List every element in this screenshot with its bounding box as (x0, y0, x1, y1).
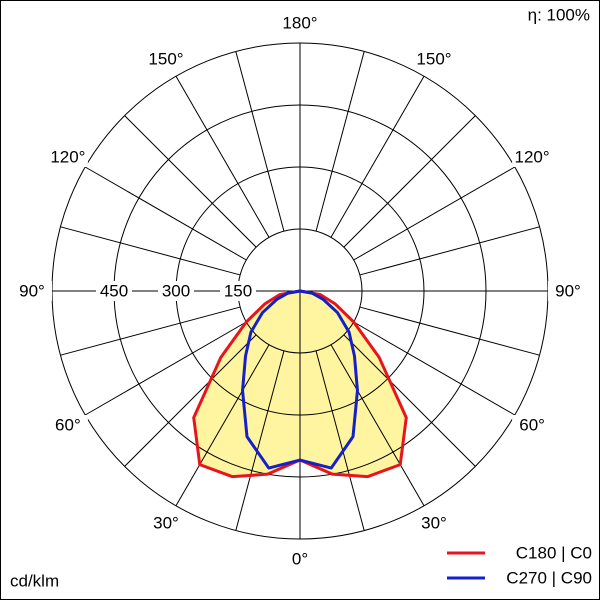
grid-spoke (175, 75, 270, 238)
label-bg (512, 415, 553, 435)
grid-spoke (330, 344, 425, 507)
label-bg (548, 281, 588, 301)
r-tick-label: 300 (162, 281, 190, 300)
label-bg (146, 48, 186, 69)
grid-spoke (124, 334, 257, 467)
angle-tick-label: 150° (416, 49, 451, 68)
angle-tick-label: 120° (515, 147, 550, 166)
grid-spoke (84, 321, 247, 416)
angle-tick-label: 120° (50, 147, 85, 166)
grid-spoke (235, 350, 285, 531)
label-bg (47, 415, 88, 435)
grid-spoke (124, 115, 257, 248)
angle-tick-label: 90° (19, 281, 45, 300)
grid-spoke (353, 321, 516, 416)
grid-spoke (315, 51, 365, 232)
r-tick-label: 450 (100, 281, 128, 300)
angle-tick-label: 180° (282, 13, 317, 32)
label-bg (414, 48, 454, 69)
angle-tick-label: 150° (148, 49, 183, 68)
legend-label: C180 | C0 (516, 543, 592, 562)
angle-tick-label: 30° (153, 514, 179, 533)
grid-spoke (353, 166, 516, 261)
angle-tick-label: 60° (55, 415, 81, 434)
grid-spoke (175, 344, 270, 507)
efficiency-label: η: 100% (528, 5, 590, 24)
label-bg (220, 281, 256, 301)
grid-spoke (315, 350, 365, 531)
label-bg (512, 147, 553, 167)
angle-tick-label: 0° (292, 549, 308, 568)
intensity-curve (241, 289, 359, 470)
label-bg (158, 281, 194, 301)
grid-spoke (359, 306, 540, 356)
angle-tick-label: 90° (555, 281, 581, 300)
label-bg (96, 281, 132, 301)
grid-spoke (359, 226, 540, 276)
label-bg (414, 513, 454, 534)
label-bg (146, 513, 186, 534)
grid-spoke (235, 51, 285, 232)
grid-spoke (84, 166, 247, 261)
grid-spoke (343, 334, 476, 467)
r-tick-label: 150 (224, 281, 252, 300)
label-bg (12, 281, 52, 301)
unit-label: cd/klm (10, 571, 59, 590)
label-bg (280, 549, 320, 569)
angle-tick-label: 30° (421, 514, 447, 533)
angle-tick-label: 60° (519, 415, 545, 434)
label-bg (280, 13, 320, 33)
grid-spoke (330, 75, 425, 238)
legend-label: C270 | C90 (506, 568, 592, 587)
grid-spoke (60, 306, 241, 356)
grid-spoke (343, 115, 476, 248)
label-bg (47, 147, 88, 167)
grid-spoke (60, 226, 241, 276)
